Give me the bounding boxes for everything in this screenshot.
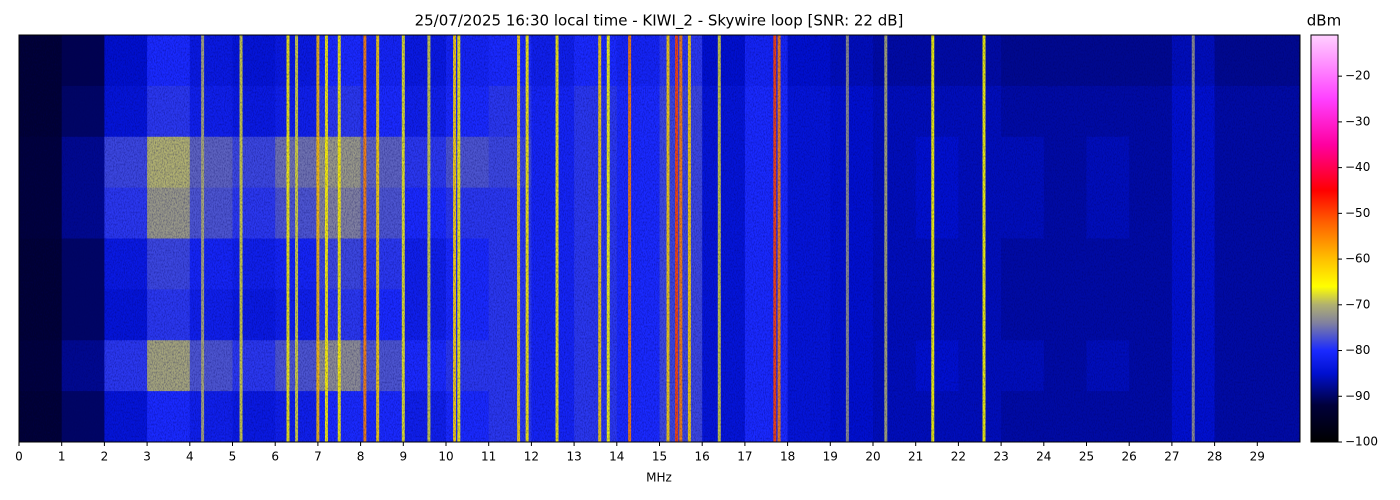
chart-title: 25/07/2025 16:30 local time - KIWI_2 - S… (415, 12, 904, 31)
x-tick-label: 10 (438, 450, 453, 464)
axes: 0 1 2 3 4 5 6 7 8 9 10 11 12 13 14 15 16 17 18 19 20 21 22 23 24… (15, 69, 1378, 464)
x-tick-label: 8 (357, 450, 365, 464)
x-tick-label: 14 (609, 450, 624, 464)
x-tick-label: 1 (58, 450, 66, 464)
colorbar-tick-label: −20 (1345, 69, 1370, 83)
noise-texture (19, 35, 1300, 442)
x-tick-label: 19 (823, 450, 838, 464)
x-tick-label: 26 (1122, 450, 1137, 464)
colorbar-tick-label: −30 (1345, 114, 1370, 128)
colorbar (1310, 34, 1339, 443)
x-tick-label: 5 (229, 450, 237, 464)
x-tick-label: 0 (15, 450, 23, 464)
x-tick-label: 20 (865, 450, 880, 464)
colorbar-tick-label: −90 (1345, 389, 1370, 403)
x-tick-label: 17 (737, 450, 752, 464)
colorbar-tick-label: −100 (1345, 435, 1378, 449)
x-tick-label: 22 (951, 450, 966, 464)
x-tick-label: 9 (399, 450, 407, 464)
x-tick-label: 15 (652, 450, 667, 464)
colorbar-tick-label: −70 (1345, 297, 1370, 311)
x-tick-label: 24 (1036, 450, 1051, 464)
x-tick-label: 13 (566, 450, 581, 464)
x-tick-label: 28 (1207, 450, 1222, 464)
x-tick-label: 12 (524, 450, 539, 464)
x-tick-label: 23 (993, 450, 1008, 464)
colorbar-tick-label: −60 (1345, 252, 1370, 266)
x-tick-label: 18 (780, 450, 795, 464)
x-tick-label: 16 (695, 450, 710, 464)
x-tick-label: 21 (908, 450, 923, 464)
x-tick-label: 4 (186, 450, 194, 464)
x-tick-label: 27 (1164, 450, 1179, 464)
colorbar-tick-label: −80 (1345, 343, 1370, 357)
x-tick-label: 3 (143, 450, 151, 464)
colorbar-label: dBm (1307, 12, 1341, 30)
x-tick-label: 7 (314, 450, 322, 464)
colorbar-tick-label: −40 (1345, 160, 1370, 174)
x-tick-label: 6 (271, 450, 279, 464)
x-axis-label: MHz (646, 471, 672, 485)
x-tick-label: 29 (1250, 450, 1265, 464)
x-tick-label: 2 (101, 450, 109, 464)
x-tick-label: 11 (481, 450, 496, 464)
colorbar-tick-label: −50 (1345, 206, 1370, 220)
x-tick-label: 25 (1079, 450, 1094, 464)
